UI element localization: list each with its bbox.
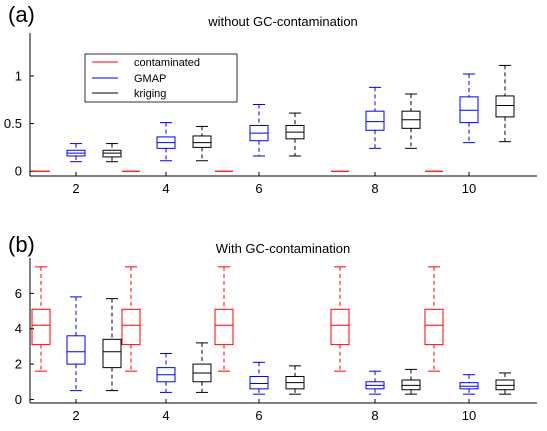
panel-b-contaminated-4-box	[121, 308, 141, 346]
panel-b-kriging-2-box	[102, 338, 122, 369]
legend-label-contaminated: contaminated	[134, 57, 200, 69]
panel-b-contaminated-10-box	[424, 308, 444, 346]
panel-a-y-tick-label: 1	[15, 68, 22, 83]
panel-a-y-tick-label: 0.5	[4, 116, 22, 131]
legend-label-kriging: kriging	[134, 88, 166, 100]
panel-b-contaminated-6-box	[214, 308, 234, 346]
legend-label-gmap: GMAP	[134, 73, 166, 85]
panel-a-letter: (a)	[8, 2, 35, 27]
panel-b-gmap-6-box	[249, 375, 269, 390]
panel-b-y-tick-label: 2	[15, 357, 22, 372]
panel-b-x-tick-label: 10	[462, 408, 476, 423]
panel-a-kriging-4-box	[192, 135, 212, 148]
panel-a-x-tick-label: 8	[371, 181, 378, 196]
panel-b-letter: (b)	[8, 232, 35, 257]
panel-a-x-tick-label: 4	[162, 181, 169, 196]
panel-a-x-tick-label: 2	[72, 181, 79, 196]
panel-b-title: With GC-contamination	[216, 241, 350, 256]
panel-a-title: without GC-contamination	[207, 14, 358, 29]
panel-b-contaminated-2-box	[31, 308, 51, 346]
panel-b-y-tick-label: 4	[15, 321, 22, 336]
panel-a-y-tick-label: 0	[15, 164, 22, 179]
panel-b-x-tick-label: 8	[371, 408, 378, 423]
panel-b-contaminated-8-box	[330, 308, 350, 346]
panel-b-y-tick-label: 6	[15, 286, 22, 301]
legend: contaminated GMAP kriging	[84, 53, 238, 103]
panel-a-x-tick-label: 6	[255, 181, 262, 196]
panel-b: (b) With GC-contamination 0 2 4 6 2 4 6 8 10	[8, 232, 537, 423]
panel-a: (a) without GC-contamination 0 0.5 1 2 4 6 8 10…	[4, 2, 537, 196]
panel-a-plot-area: 0 0.5 1 2 4 6 8 10	[4, 33, 537, 196]
panel-b-gmap-2-box	[66, 335, 86, 365]
panel-b-x-tick-label: 6	[255, 408, 262, 423]
panel-b-y-tick-label: 0	[15, 392, 22, 407]
panel-a-x-tick-label: 10	[462, 181, 476, 196]
panel-b-plot-area: 0 2 4 6 2 4 6 8 10	[15, 258, 537, 423]
panel-b-x-tick-label: 4	[162, 408, 169, 423]
panel-b-x-tick-label: 2	[72, 408, 79, 423]
panel-a-kriging-10-box	[495, 95, 515, 118]
panel-a-gmap-8-box	[365, 110, 385, 131]
